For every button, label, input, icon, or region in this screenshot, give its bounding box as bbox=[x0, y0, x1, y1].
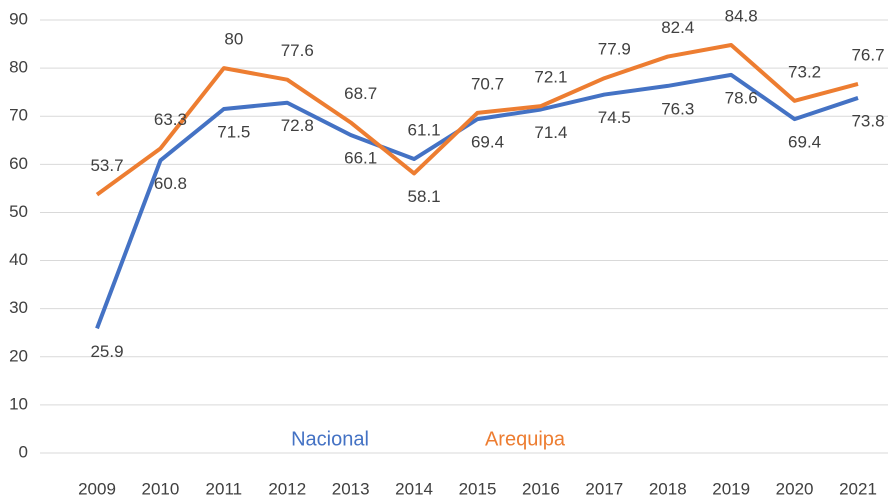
y-tick-label: 60 bbox=[9, 154, 28, 173]
data-label: 82.4 bbox=[661, 18, 694, 37]
series-line bbox=[95, 43, 859, 197]
legend-label: Arequipa bbox=[485, 428, 566, 450]
data-label: 84.8 bbox=[725, 7, 758, 26]
x-tick-label: 2021 bbox=[839, 479, 877, 498]
series-line bbox=[95, 72, 859, 330]
data-label: 69.4 bbox=[471, 133, 504, 152]
y-tick-label: 70 bbox=[9, 106, 28, 125]
legend-label: Nacional bbox=[291, 428, 369, 450]
x-tick-label: 2016 bbox=[522, 479, 560, 498]
x-tick-label: 2010 bbox=[142, 479, 180, 498]
data-label: 77.6 bbox=[281, 41, 314, 60]
y-tick-label: 20 bbox=[9, 346, 28, 365]
data-label: 68.7 bbox=[344, 84, 377, 103]
x-tick-label: 2017 bbox=[585, 479, 623, 498]
data-label: 77.9 bbox=[598, 40, 631, 59]
data-label: 58.1 bbox=[408, 187, 441, 206]
data-label: 76.7 bbox=[851, 45, 884, 64]
x-tick-label: 2019 bbox=[712, 479, 750, 498]
data-label: 72.1 bbox=[534, 68, 567, 87]
data-label: 71.4 bbox=[534, 123, 567, 142]
data-label: 25.9 bbox=[90, 342, 123, 361]
data-label: 78.6 bbox=[725, 88, 758, 107]
y-tick-label: 50 bbox=[9, 202, 28, 221]
data-label: 66.1 bbox=[344, 148, 377, 167]
y-tick-label: 30 bbox=[9, 298, 28, 317]
data-label: 69.4 bbox=[788, 133, 821, 152]
data-label: 74.5 bbox=[598, 108, 631, 127]
data-label: 53.7 bbox=[90, 156, 123, 175]
y-tick-label: 0 bbox=[19, 442, 28, 461]
y-tick-label: 80 bbox=[9, 58, 28, 77]
x-tick-label: 2013 bbox=[332, 479, 370, 498]
data-label: 71.5 bbox=[217, 122, 250, 141]
x-tick-label: 2015 bbox=[459, 479, 497, 498]
data-label: 73.2 bbox=[788, 62, 821, 81]
data-label: 70.7 bbox=[471, 74, 504, 93]
x-tick-label: 2011 bbox=[206, 479, 243, 498]
y-tick-label: 40 bbox=[9, 250, 28, 269]
data-label: 73.8 bbox=[851, 111, 884, 130]
data-label: 60.8 bbox=[154, 174, 187, 193]
x-tick-label: 2020 bbox=[776, 479, 814, 498]
data-label: 72.8 bbox=[281, 116, 314, 135]
data-label: 80 bbox=[224, 30, 243, 49]
data-label: 63.3 bbox=[154, 110, 187, 129]
data-label: 61.1 bbox=[408, 121, 441, 140]
x-tick-label: 2018 bbox=[649, 479, 687, 498]
data-label: 76.3 bbox=[661, 99, 694, 118]
x-tick-label: 2014 bbox=[395, 479, 433, 498]
x-tick-label: 2012 bbox=[268, 479, 306, 498]
x-tick-label: 2009 bbox=[78, 479, 116, 498]
y-tick-label: 10 bbox=[9, 394, 28, 413]
y-tick-label: 90 bbox=[9, 9, 28, 28]
